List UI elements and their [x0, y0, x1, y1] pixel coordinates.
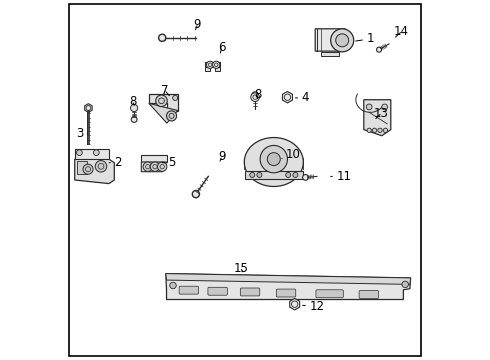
- Text: 6: 6: [218, 41, 225, 54]
- Text: 12: 12: [303, 300, 324, 313]
- Polygon shape: [205, 62, 220, 67]
- Circle shape: [336, 34, 349, 47]
- FancyBboxPatch shape: [240, 288, 260, 296]
- Circle shape: [331, 29, 354, 52]
- FancyBboxPatch shape: [316, 290, 343, 298]
- Circle shape: [252, 92, 258, 98]
- Polygon shape: [290, 298, 300, 310]
- Polygon shape: [149, 103, 178, 123]
- Text: 10: 10: [282, 148, 301, 161]
- Circle shape: [143, 162, 152, 171]
- Polygon shape: [283, 91, 293, 103]
- Polygon shape: [141, 155, 167, 162]
- Circle shape: [206, 61, 214, 68]
- Circle shape: [378, 128, 382, 132]
- Text: 1: 1: [356, 32, 374, 45]
- Polygon shape: [77, 161, 87, 174]
- Text: 14: 14: [394, 25, 409, 38]
- Text: 5: 5: [162, 156, 176, 169]
- FancyBboxPatch shape: [179, 286, 198, 294]
- Circle shape: [402, 281, 409, 288]
- Polygon shape: [315, 29, 346, 51]
- Polygon shape: [205, 62, 220, 71]
- Circle shape: [150, 162, 160, 171]
- Polygon shape: [245, 138, 303, 186]
- Circle shape: [260, 145, 288, 173]
- Circle shape: [170, 282, 176, 289]
- Circle shape: [257, 172, 262, 177]
- Text: 3: 3: [76, 127, 88, 140]
- Polygon shape: [320, 52, 339, 56]
- Circle shape: [303, 175, 308, 180]
- Text: 9: 9: [194, 18, 201, 31]
- Text: 2: 2: [109, 156, 122, 169]
- Circle shape: [293, 172, 298, 177]
- Circle shape: [130, 104, 138, 112]
- FancyBboxPatch shape: [359, 291, 379, 298]
- Text: 9: 9: [218, 150, 225, 163]
- FancyBboxPatch shape: [276, 289, 296, 297]
- Circle shape: [95, 161, 107, 172]
- Polygon shape: [166, 274, 411, 300]
- Circle shape: [76, 150, 82, 156]
- Polygon shape: [149, 94, 178, 111]
- Text: 4: 4: [295, 91, 309, 104]
- Circle shape: [268, 153, 280, 166]
- Text: 13: 13: [374, 107, 389, 120]
- Circle shape: [156, 95, 167, 107]
- Circle shape: [94, 150, 99, 156]
- Text: 15: 15: [233, 262, 248, 275]
- Circle shape: [383, 128, 388, 132]
- Polygon shape: [245, 171, 303, 179]
- Circle shape: [157, 162, 167, 171]
- Circle shape: [367, 128, 371, 132]
- Circle shape: [83, 164, 93, 174]
- Polygon shape: [74, 159, 114, 184]
- Circle shape: [167, 111, 176, 121]
- Circle shape: [251, 93, 259, 102]
- Polygon shape: [85, 104, 92, 112]
- Text: 8: 8: [129, 95, 136, 108]
- Circle shape: [250, 172, 255, 177]
- Circle shape: [213, 61, 220, 68]
- Circle shape: [192, 190, 199, 198]
- Text: 7: 7: [161, 84, 170, 97]
- Circle shape: [159, 34, 166, 41]
- Polygon shape: [364, 100, 391, 136]
- Circle shape: [172, 95, 178, 100]
- Text: 8: 8: [254, 88, 261, 101]
- Circle shape: [367, 104, 372, 110]
- Text: 11: 11: [331, 170, 351, 183]
- Circle shape: [286, 172, 291, 177]
- Polygon shape: [166, 274, 411, 284]
- Circle shape: [372, 128, 377, 132]
- Circle shape: [376, 47, 382, 52]
- Polygon shape: [141, 162, 167, 172]
- FancyBboxPatch shape: [208, 287, 227, 295]
- Circle shape: [382, 104, 388, 110]
- Circle shape: [131, 117, 137, 122]
- Polygon shape: [74, 149, 109, 159]
